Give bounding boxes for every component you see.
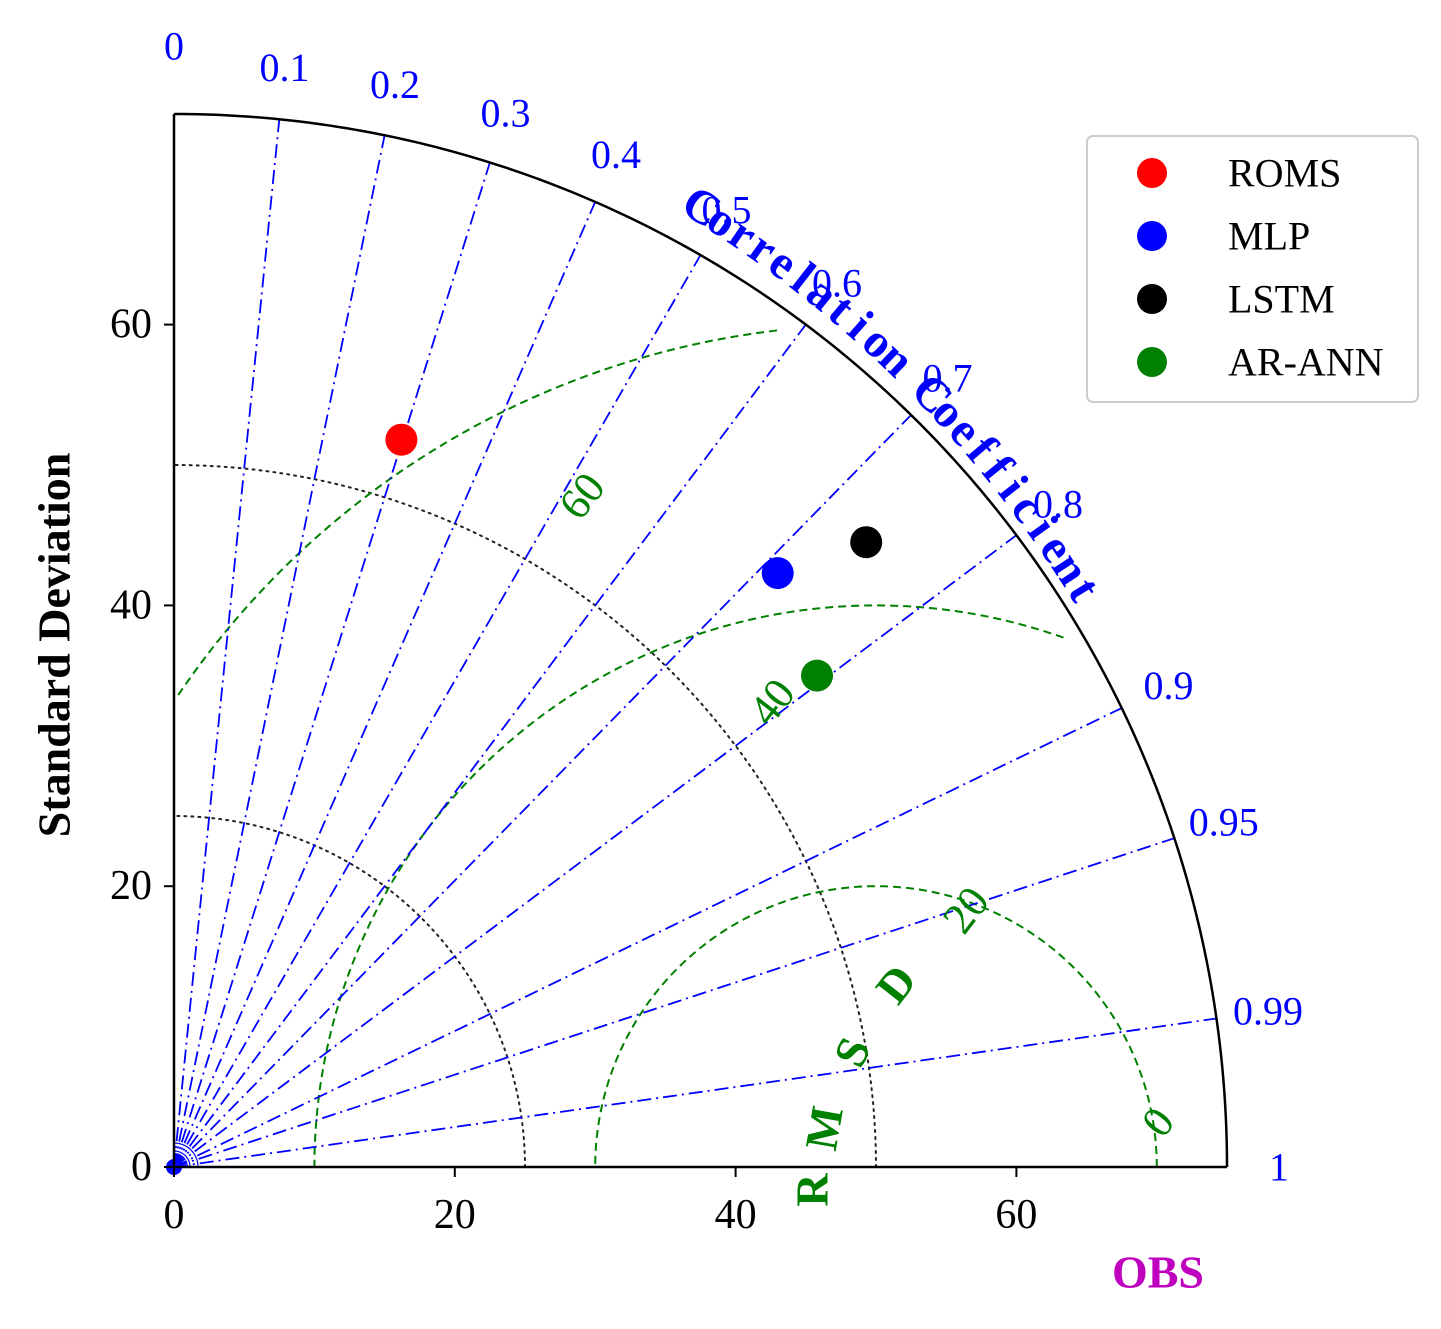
y-tick-label: 40 [110,582,152,628]
correlation-tick-label: 0.5 [702,188,752,233]
std-arc-25 [173,815,526,1168]
correlation-ray-0.6 [173,324,807,1168]
correlation-tick-label: 0.7 [923,355,973,400]
rmsd-label-60: 60 [549,464,615,529]
correlation-tick-label: 0.9 [1144,663,1194,708]
point-lstm [850,526,883,559]
origin-arc [173,1158,183,1168]
correlation-rays [166,114,1227,1175]
legend-label-roms: ROMS [1228,151,1341,196]
rmsd-contour-40 [313,604,1064,1168]
correlation-tick-label: 0.3 [481,90,531,135]
point-roms [385,423,418,456]
std-reference-arcs [173,464,877,1168]
correlation-ray-0.8 [173,534,1017,1168]
legend-box [1086,135,1419,403]
correlation-ray-0.7 [173,414,912,1168]
legend-marker-ar-ann [1137,347,1167,377]
y-tick-label: 60 [110,302,152,348]
rmsd-label-20: 20 [933,878,999,943]
point-ar-ann [801,659,833,692]
correlation-tick-label: 0.8 [1033,482,1083,527]
correlation-tick-label: 0.2 [370,62,420,107]
x-tick-label: 0 [164,1192,185,1238]
legend-marker-lstm [1137,284,1167,314]
y-tick-label: 20 [110,863,152,909]
legend-marker-roms [1137,158,1167,188]
correlation-ray-0.5 [173,254,702,1168]
origin-arc [173,1142,199,1168]
x-tick-label: 20 [434,1192,476,1238]
rmsd-title-letter: D [866,955,927,1013]
outer-arc [173,112,1229,1168]
correlation-ray-0.4 [173,201,597,1168]
rmsd-contour-20 [594,885,1158,1168]
x-tick-label: 40 [715,1192,757,1238]
legend-label-lstm: LSTM [1228,277,1335,322]
rmsd-title-letter: R [787,1173,838,1207]
correlation-ray-0.1 [173,119,281,1168]
correlation-ray-0.99 [173,1017,1217,1168]
obs-label: OBS [1112,1247,1204,1298]
rmsd-label-40: 40 [739,670,805,735]
rmsd-contour-60 [174,329,778,700]
correlation-tick-label: 0 [164,24,184,69]
axes-frame [172,112,1229,1169]
rmsd-title-letter: M [795,1102,853,1154]
correlation-ray-0.9 [173,707,1123,1168]
y-axis-label: Standard Deviation [29,453,80,838]
rmsd-label-0: 0 [1132,1098,1184,1146]
correlation-ray-0.2 [173,135,386,1168]
correlation-tick-label: 0.95 [1189,799,1259,844]
legend-label-mlp: MLP [1228,214,1310,259]
correlation-tick-label: 0.6 [812,261,862,306]
correlation-ray-0.3 [173,162,491,1168]
std-arc-50 [173,464,877,1168]
correlation-tick-label: 1 [1269,1145,1289,1190]
x-tick-label: 60 [995,1192,1037,1238]
correlation-tick-label: 0.1 [260,45,310,90]
point-mlp [761,557,794,590]
y-tick-label: 0 [131,1144,152,1190]
origin-arc [173,1150,191,1168]
correlation-tick-label: 0.99 [1233,989,1303,1034]
rmsd-title-letter: S [823,1030,880,1075]
legend-label-ar-ann: AR-ANN [1228,340,1384,385]
rmsd-contours [174,329,1158,1168]
correlation-tick-label: 0.4 [591,132,641,177]
legend-marker-mlp [1137,221,1167,251]
legend: ROMS MLP LSTM AR-ANN [1086,135,1419,403]
data-points [385,423,883,692]
axis-ticks: 00 20 20 40 40 60 60 [110,302,1037,1238]
correlation-ray-0.95 [173,837,1175,1168]
